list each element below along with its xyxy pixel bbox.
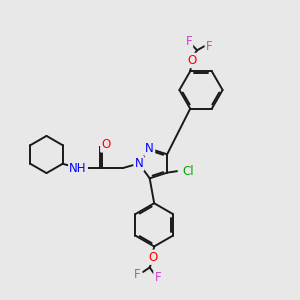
Text: O: O: [187, 54, 196, 67]
Text: F: F: [134, 268, 141, 281]
Text: O: O: [148, 251, 157, 264]
Text: F: F: [185, 35, 192, 48]
Text: O: O: [101, 138, 110, 152]
Text: Cl: Cl: [182, 165, 194, 178]
Text: N: N: [145, 142, 154, 155]
Text: N: N: [134, 157, 143, 170]
Text: F: F: [206, 40, 212, 53]
Text: NH: NH: [69, 161, 87, 175]
Text: F: F: [154, 271, 161, 284]
